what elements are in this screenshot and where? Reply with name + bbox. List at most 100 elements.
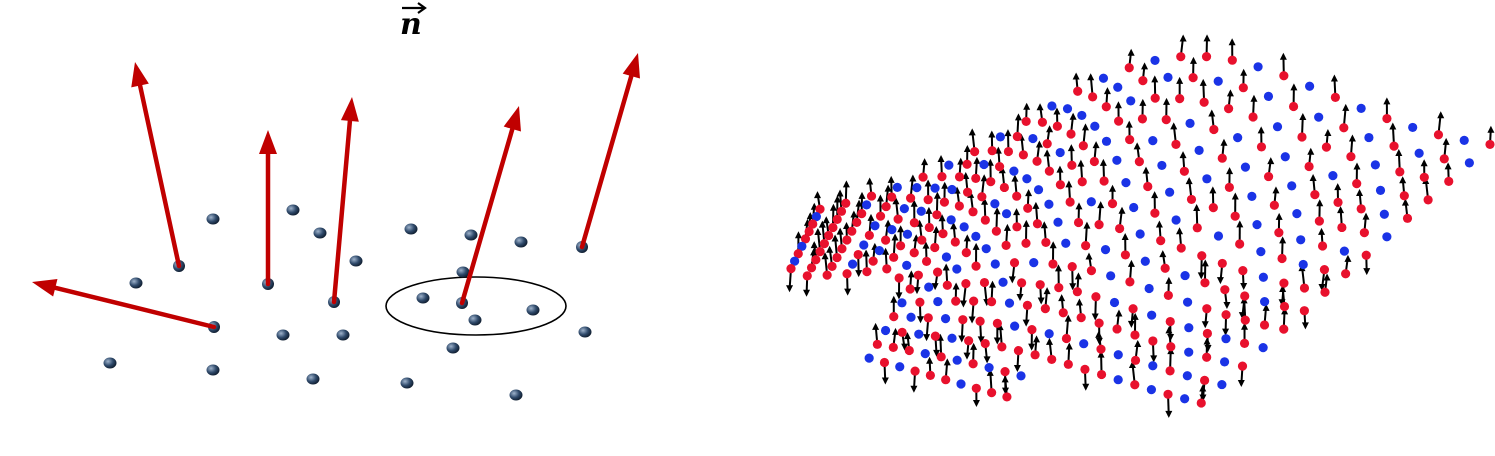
plain-point	[887, 225, 897, 235]
oriented-point	[1439, 154, 1449, 164]
plain-point	[1247, 191, 1257, 201]
orientation-arrow-head	[1279, 236, 1287, 244]
orientation-arrow-head	[1058, 294, 1066, 302]
orientation-arrow-head	[1176, 76, 1184, 84]
plain-point	[1062, 104, 1073, 114]
oriented-point	[1319, 264, 1330, 275]
orientation-arrow-head	[1275, 212, 1283, 220]
orientation-arrow-head	[932, 225, 940, 233]
plain-point	[1375, 185, 1386, 195]
orientation-arrow-head	[1201, 321, 1209, 329]
oriented-point	[980, 338, 990, 349]
oriented-point	[915, 297, 925, 307]
orientation-arrow-head	[1344, 254, 1352, 262]
plain-point	[1047, 101, 1057, 111]
oriented-point	[1196, 398, 1206, 408]
plain-point	[1044, 199, 1054, 209]
oriented-point	[1124, 63, 1134, 73]
orientation-arrow-head	[850, 210, 858, 218]
orientation-arrow-head	[1401, 198, 1409, 206]
orientation-arrow-head	[1046, 125, 1054, 133]
orientation-arrow-head	[1222, 328, 1230, 336]
plain-point	[902, 229, 913, 239]
orientation-arrow-head	[862, 249, 870, 257]
oriented-point	[1012, 191, 1022, 201]
plain-point	[1109, 297, 1120, 308]
oriented-point	[1130, 380, 1140, 390]
plain-point	[1135, 229, 1145, 239]
plain-point	[1464, 158, 1474, 168]
plain-point	[1129, 202, 1139, 213]
oriented-point	[827, 261, 837, 271]
orientation-arrow-head	[1013, 365, 1021, 373]
orientation-arrow-head	[1125, 120, 1133, 128]
oriented-point	[1030, 350, 1040, 360]
plain-point	[1213, 231, 1224, 241]
oriented-point	[893, 214, 903, 224]
oriented-point	[802, 271, 812, 281]
orientation-arrow-head	[937, 155, 945, 163]
orientation-arrow-head	[1301, 322, 1309, 330]
oriented-point	[1221, 310, 1231, 320]
sample-point	[578, 326, 592, 338]
orientation-arrow-head	[1185, 177, 1193, 185]
oriented-point	[1125, 134, 1135, 145]
orientation-arrow-head	[917, 316, 925, 324]
orientation-arrow-head	[1011, 174, 1019, 182]
oriented-point	[1399, 191, 1409, 201]
oriented-point	[1160, 263, 1170, 273]
oriented-point	[1269, 200, 1279, 210]
orientation-arrow-head	[977, 336, 985, 344]
orientation-arrow-head	[1046, 337, 1054, 345]
sample-point	[349, 255, 363, 267]
sample-point	[206, 213, 220, 225]
oriented-point	[1240, 291, 1250, 301]
orientation-arrow-head	[1267, 157, 1275, 165]
oriented-point	[910, 366, 920, 376]
oriented-point	[1202, 328, 1212, 339]
oriented-point	[815, 204, 825, 214]
oriented-point	[1202, 352, 1212, 362]
orientation-arrow-head	[1043, 149, 1051, 157]
plain-point	[1370, 160, 1380, 170]
oriented-point	[1419, 172, 1429, 182]
oriented-point	[979, 277, 990, 288]
oriented-point	[811, 255, 821, 265]
orientation-arrow-head	[1142, 166, 1150, 174]
oriented-point	[1134, 157, 1144, 167]
normal-arrow	[576, 53, 640, 253]
orientation-arrow-head	[1272, 186, 1280, 194]
oriented-point	[1120, 250, 1131, 260]
orientation-arrow-head	[1064, 314, 1072, 322]
plain-point	[1233, 132, 1243, 143]
orientation-arrow-head	[910, 385, 918, 393]
oriented-point	[1040, 304, 1050, 314]
orientation-arrow-head	[1128, 361, 1136, 369]
orientation-arrow-head	[1290, 83, 1298, 91]
oriented-point	[1444, 176, 1454, 186]
oriented-point	[804, 226, 814, 237]
orientation-arrow-head	[1299, 113, 1307, 121]
orientation-arrow-head	[1151, 191, 1159, 199]
orientation-arrow-head	[1163, 97, 1171, 105]
orientation-arrow-head	[1323, 273, 1331, 281]
oriented-point	[1192, 223, 1202, 233]
oriented-point	[1067, 262, 1077, 272]
orientation-arrow-head	[1240, 68, 1248, 76]
orientation-arrow-head	[926, 356, 934, 364]
oriented-point	[1227, 55, 1237, 65]
oriented-point	[1238, 83, 1248, 93]
plain-point	[1090, 121, 1100, 131]
oriented-point	[1277, 253, 1287, 264]
plain-point	[1328, 170, 1338, 181]
plain-point	[995, 132, 1005, 142]
orientation-arrow-head	[831, 234, 839, 242]
orientation-arrow-head	[1056, 165, 1064, 173]
oriented-point	[905, 284, 915, 294]
orientation-arrow-head	[972, 242, 980, 250]
orientation-arrow-head	[794, 231, 802, 239]
orientation-arrow-head	[1324, 128, 1332, 136]
oriented-point	[1041, 237, 1051, 248]
orientation-arrow-head	[1097, 350, 1105, 358]
oriented-point	[971, 173, 981, 183]
